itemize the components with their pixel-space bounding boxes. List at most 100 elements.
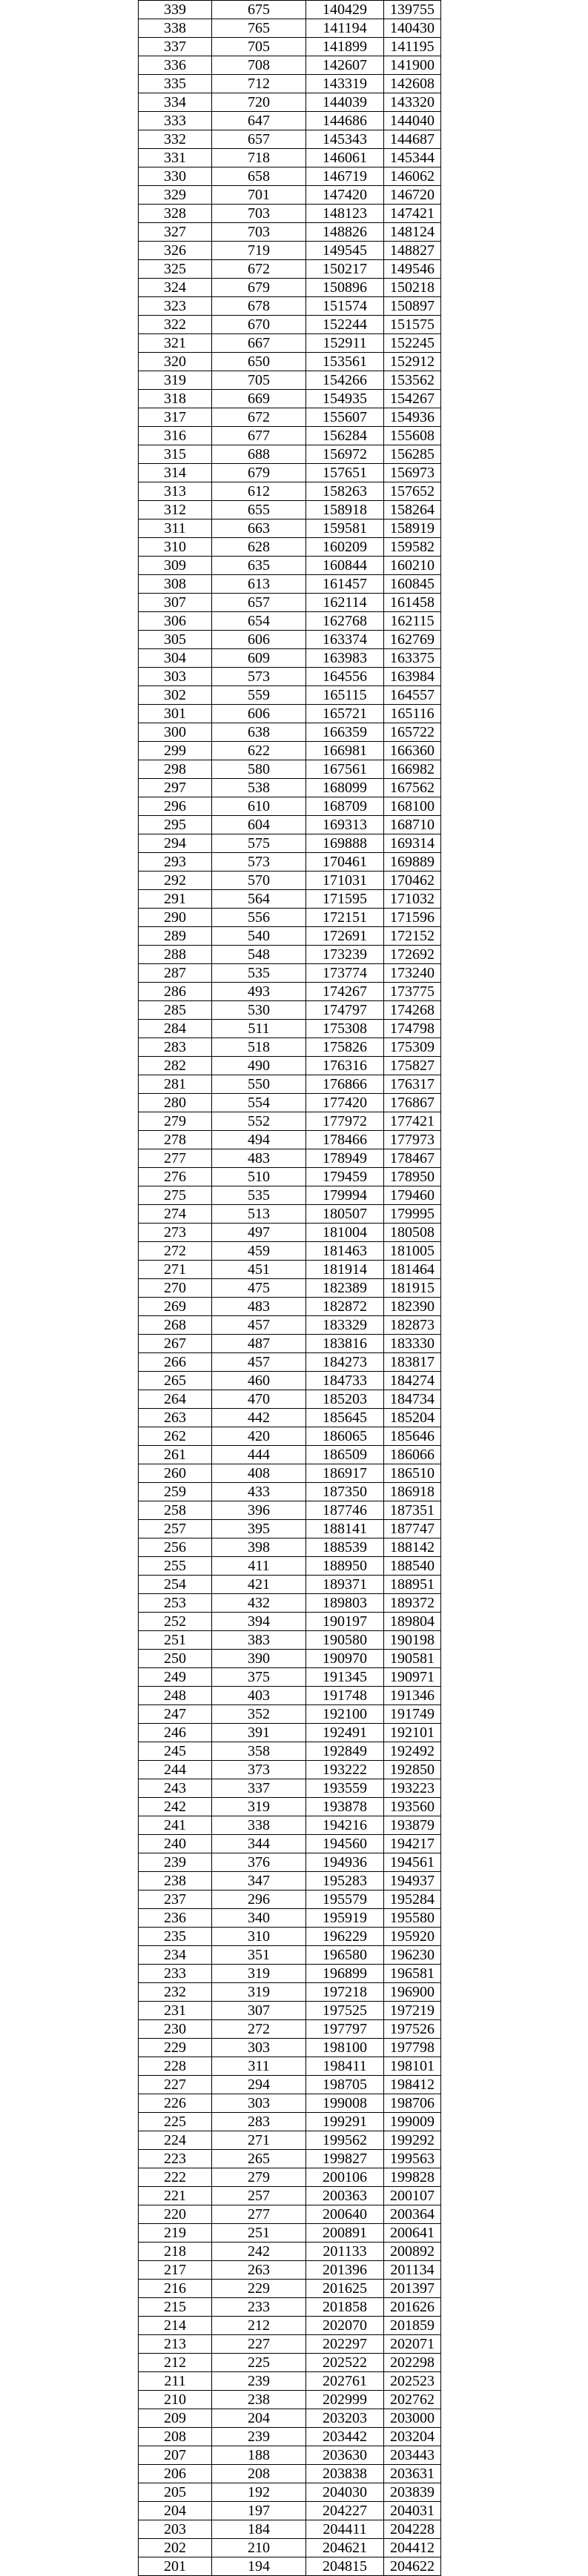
cumulative-rank-end-cell: 176866 xyxy=(306,1075,384,1094)
score-cell: 240 xyxy=(139,1835,212,1853)
score-cell: 251 xyxy=(139,1631,212,1650)
cumulative-rank-start-cell: 167562 xyxy=(384,779,441,797)
table-row: 250 390 190970 190581 xyxy=(139,1650,441,1668)
score-cell: 311 xyxy=(139,519,212,538)
score-cell: 328 xyxy=(139,205,212,223)
count-cell: 580 xyxy=(212,760,306,779)
table-row: 265 460 184733 184274 xyxy=(139,1372,441,1390)
table-row: 269 483 182872 182390 xyxy=(139,1298,441,1316)
cumulative-rank-start-cell: 190581 xyxy=(384,1650,441,1668)
table-row: 288 548 173239 172692 xyxy=(139,946,441,964)
cumulative-rank-start-cell: 190971 xyxy=(384,1668,441,1687)
table-row: 322 670 152244 151575 xyxy=(139,316,441,334)
table-row: 309 635 160844 160210 xyxy=(139,557,441,575)
cumulative-rank-end-cell: 188141 xyxy=(306,1520,384,1538)
cumulative-rank-end-cell: 167561 xyxy=(306,760,384,779)
count-cell: 233 xyxy=(212,2298,306,2317)
cumulative-rank-end-cell: 194560 xyxy=(306,1835,384,1853)
score-cell: 308 xyxy=(139,575,212,594)
table-row: 216 229 201625 201397 xyxy=(139,2280,441,2298)
score-cell: 283 xyxy=(139,1038,212,1057)
cumulative-rank-start-cell: 185204 xyxy=(384,1409,441,1427)
score-cell: 217 xyxy=(139,2261,212,2280)
count-cell: 238 xyxy=(212,2391,306,2409)
cumulative-rank-end-cell: 203203 xyxy=(306,2409,384,2428)
score-cell: 281 xyxy=(139,1075,212,1094)
cumulative-rank-end-cell: 194216 xyxy=(306,1816,384,1835)
table-row: 241 338 194216 193879 xyxy=(139,1816,441,1835)
count-cell: 669 xyxy=(212,390,306,408)
cumulative-rank-start-cell: 175309 xyxy=(384,1038,441,1057)
count-cell: 678 xyxy=(212,297,306,316)
score-cell: 276 xyxy=(139,1168,212,1186)
cumulative-rank-start-cell: 177421 xyxy=(384,1112,441,1131)
score-cell: 221 xyxy=(139,2187,212,2205)
count-cell: 575 xyxy=(212,834,306,853)
score-cell: 254 xyxy=(139,1576,212,1594)
count-cell: 606 xyxy=(212,631,306,649)
table-row: 248 403 191748 191346 xyxy=(139,1687,441,1705)
score-cell: 335 xyxy=(139,75,212,93)
table-row: 237 296 195579 195284 xyxy=(139,1890,441,1909)
cumulative-rank-end-cell: 199562 xyxy=(306,2131,384,2150)
cumulative-rank-start-cell: 202762 xyxy=(384,2391,441,2409)
score-cell: 213 xyxy=(139,2335,212,2354)
score-cell: 225 xyxy=(139,2113,212,2131)
cumulative-rank-end-cell: 171031 xyxy=(306,872,384,890)
score-cell: 286 xyxy=(139,983,212,1001)
count-cell: 612 xyxy=(212,482,306,501)
cumulative-rank-start-cell: 193223 xyxy=(384,1779,441,1798)
cumulative-rank-start-cell: 201134 xyxy=(384,2261,441,2280)
cumulative-rank-end-cell: 154266 xyxy=(306,371,384,390)
cumulative-rank-start-cell: 187351 xyxy=(384,1501,441,1520)
table-row: 307 657 162114 161458 xyxy=(139,594,441,612)
score-cell: 292 xyxy=(139,872,212,890)
count-cell: 494 xyxy=(212,1131,306,1149)
cumulative-rank-start-cell: 182873 xyxy=(384,1316,441,1335)
count-cell: 510 xyxy=(212,1168,306,1186)
cumulative-rank-start-cell: 150218 xyxy=(384,279,441,297)
score-cell: 336 xyxy=(139,56,212,75)
cumulative-rank-start-cell: 204031 xyxy=(384,2502,441,2520)
count-cell: 672 xyxy=(212,260,306,279)
cumulative-rank-start-cell: 183330 xyxy=(384,1335,441,1353)
cumulative-rank-end-cell: 202522 xyxy=(306,2354,384,2372)
table-row: 277 483 178949 178467 xyxy=(139,1149,441,1168)
cumulative-rank-start-cell: 198101 xyxy=(384,2057,441,2076)
score-cell: 266 xyxy=(139,1353,212,1372)
score-cell: 208 xyxy=(139,2428,212,2446)
table-row: 254 421 189371 188951 xyxy=(139,1576,441,1594)
count-cell: 570 xyxy=(212,872,306,890)
cumulative-rank-start-cell: 165722 xyxy=(384,723,441,742)
cumulative-rank-end-cell: 199827 xyxy=(306,2150,384,2168)
table-row: 247 352 192100 191749 xyxy=(139,1705,441,1724)
count-cell: 411 xyxy=(212,1557,306,1576)
count-cell: 609 xyxy=(212,649,306,668)
count-cell: 283 xyxy=(212,2113,306,2131)
cumulative-rank-end-cell: 152911 xyxy=(306,334,384,353)
score-cell: 275 xyxy=(139,1186,212,1205)
score-cell: 206 xyxy=(139,2465,212,2483)
cumulative-rank-end-cell: 195579 xyxy=(306,1890,384,1909)
cumulative-rank-start-cell: 160845 xyxy=(384,575,441,594)
count-cell: 251 xyxy=(212,2224,306,2243)
table-row: 228 311 198411 198101 xyxy=(139,2057,441,2076)
table-row: 284 511 175308 174798 xyxy=(139,1020,441,1038)
cumulative-rank-end-cell: 202070 xyxy=(306,2317,384,2335)
table-row: 296 610 168709 168100 xyxy=(139,797,441,816)
table-row: 215 233 201858 201626 xyxy=(139,2298,441,2317)
cumulative-rank-end-cell: 141899 xyxy=(306,38,384,56)
score-cell: 223 xyxy=(139,2150,212,2168)
table-row: 227 294 198705 198412 xyxy=(139,2076,441,2094)
cumulative-rank-end-cell: 154935 xyxy=(306,390,384,408)
table-row: 210 238 202999 202762 xyxy=(139,2391,441,2409)
table-row: 235 310 196229 195920 xyxy=(139,1928,441,1946)
cumulative-rank-end-cell: 195919 xyxy=(306,1909,384,1928)
score-cell: 234 xyxy=(139,1946,212,1965)
score-cell: 243 xyxy=(139,1779,212,1798)
cumulative-rank-start-cell: 172152 xyxy=(384,927,441,946)
score-cell: 265 xyxy=(139,1372,212,1390)
count-cell: 307 xyxy=(212,2002,306,2020)
score-cell: 255 xyxy=(139,1557,212,1576)
cumulative-rank-start-cell: 202523 xyxy=(384,2372,441,2391)
